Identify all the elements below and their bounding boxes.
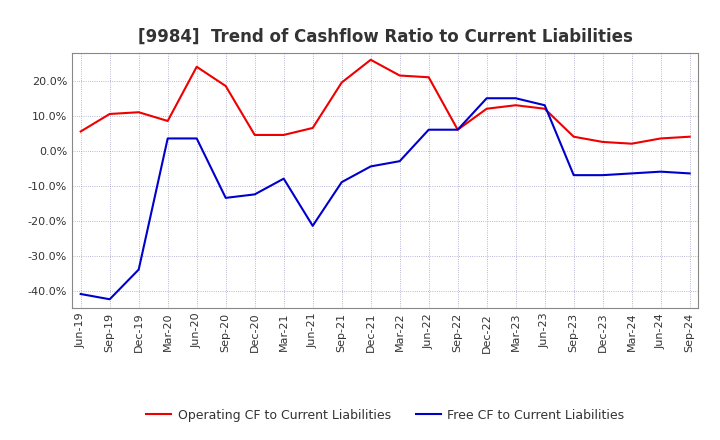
Operating CF to Current Liabilities — [163, 118, 172, 124]
Free CF to Current Liabilities — [482, 95, 491, 101]
Operating CF to Current Liabilities — [76, 129, 85, 134]
Free CF to Current Liabilities — [163, 136, 172, 141]
Line: Operating CF to Current Liabilities: Operating CF to Current Liabilities — [81, 60, 690, 144]
Operating CF to Current Liabilities — [627, 141, 636, 147]
Operating CF to Current Liabilities — [192, 64, 201, 70]
Operating CF to Current Liabilities — [251, 132, 259, 138]
Operating CF to Current Liabilities — [135, 110, 143, 115]
Legend: Operating CF to Current Liabilities, Free CF to Current Liabilities: Operating CF to Current Liabilities, Fre… — [141, 403, 629, 426]
Operating CF to Current Liabilities — [541, 106, 549, 111]
Operating CF to Current Liabilities — [511, 103, 520, 108]
Free CF to Current Liabilities — [366, 164, 375, 169]
Operating CF to Current Liabilities — [598, 139, 607, 145]
Operating CF to Current Liabilities — [395, 73, 404, 78]
Free CF to Current Liabilities — [338, 180, 346, 185]
Free CF to Current Liabilities — [685, 171, 694, 176]
Title: [9984]  Trend of Cashflow Ratio to Current Liabilities: [9984] Trend of Cashflow Ratio to Curren… — [138, 28, 633, 46]
Operating CF to Current Liabilities — [657, 136, 665, 141]
Operating CF to Current Liabilities — [424, 75, 433, 80]
Free CF to Current Liabilities — [598, 172, 607, 178]
Operating CF to Current Liabilities — [221, 83, 230, 88]
Free CF to Current Liabilities — [76, 291, 85, 297]
Operating CF to Current Liabilities — [338, 80, 346, 85]
Operating CF to Current Liabilities — [482, 106, 491, 111]
Free CF to Current Liabilities — [454, 127, 462, 132]
Free CF to Current Liabilities — [135, 267, 143, 272]
Free CF to Current Liabilities — [308, 223, 317, 228]
Operating CF to Current Liabilities — [685, 134, 694, 139]
Operating CF to Current Liabilities — [366, 57, 375, 62]
Free CF to Current Liabilities — [279, 176, 288, 181]
Operating CF to Current Liabilities — [308, 125, 317, 131]
Free CF to Current Liabilities — [657, 169, 665, 174]
Free CF to Current Liabilities — [105, 297, 114, 302]
Operating CF to Current Liabilities — [105, 111, 114, 117]
Free CF to Current Liabilities — [221, 195, 230, 201]
Free CF to Current Liabilities — [192, 136, 201, 141]
Free CF to Current Liabilities — [395, 158, 404, 164]
Free CF to Current Liabilities — [541, 103, 549, 108]
Operating CF to Current Liabilities — [279, 132, 288, 138]
Operating CF to Current Liabilities — [454, 127, 462, 132]
Line: Free CF to Current Liabilities: Free CF to Current Liabilities — [81, 98, 690, 299]
Free CF to Current Liabilities — [570, 172, 578, 178]
Free CF to Current Liabilities — [511, 95, 520, 101]
Free CF to Current Liabilities — [424, 127, 433, 132]
Operating CF to Current Liabilities — [570, 134, 578, 139]
Free CF to Current Liabilities — [627, 171, 636, 176]
Free CF to Current Liabilities — [251, 192, 259, 197]
